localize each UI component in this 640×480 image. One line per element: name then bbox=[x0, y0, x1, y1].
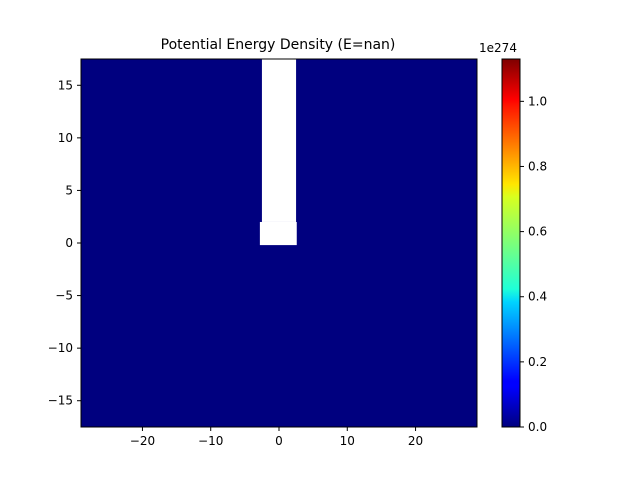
nan-region bbox=[259, 221, 297, 246]
x-axis: −20 −10 0 10 20 bbox=[130, 427, 423, 448]
colorbar-tick-label: 0.2 bbox=[528, 355, 547, 369]
colorbar: 0.0 0.2 0.4 0.6 0.8 1.0 1e274 bbox=[479, 41, 547, 434]
y-tick-label: 10 bbox=[58, 131, 73, 145]
x-tick-label: −10 bbox=[198, 434, 223, 448]
x-tick-label: 20 bbox=[408, 434, 423, 448]
colorbar-tick-label: 0.0 bbox=[528, 420, 547, 434]
colorbar-tick-label: 1.0 bbox=[528, 94, 547, 108]
x-tick-label: 10 bbox=[340, 434, 355, 448]
x-tick-label: 0 bbox=[275, 434, 283, 448]
colorbar-tick-label: 0.8 bbox=[528, 159, 547, 173]
colorbar-tick-label: 0.4 bbox=[528, 290, 547, 304]
y-tick-label: −15 bbox=[48, 394, 73, 408]
y-axis: −15 −10 −5 0 5 10 15 bbox=[48, 78, 81, 408]
colorbar-frame bbox=[501, 58, 521, 428]
plot-area bbox=[80, 58, 478, 428]
y-tick-label: −10 bbox=[48, 341, 73, 355]
y-tick-label: −5 bbox=[55, 289, 73, 303]
colorbar-ticks: 0.0 0.2 0.4 0.6 0.8 1.0 bbox=[520, 94, 547, 434]
y-tick-label: 0 bbox=[65, 236, 73, 250]
chart-title: Potential Energy Density (E=nan) bbox=[161, 37, 396, 53]
y-tick-label: 15 bbox=[58, 78, 73, 92]
colorbar-gradient bbox=[502, 59, 520, 427]
y-tick-label: 5 bbox=[65, 183, 73, 197]
x-tick-label: −20 bbox=[130, 434, 155, 448]
colorbar-offset-label: 1e274 bbox=[479, 41, 517, 55]
nan-region bbox=[261, 59, 297, 222]
colorbar-tick-label: 0.6 bbox=[528, 225, 547, 239]
